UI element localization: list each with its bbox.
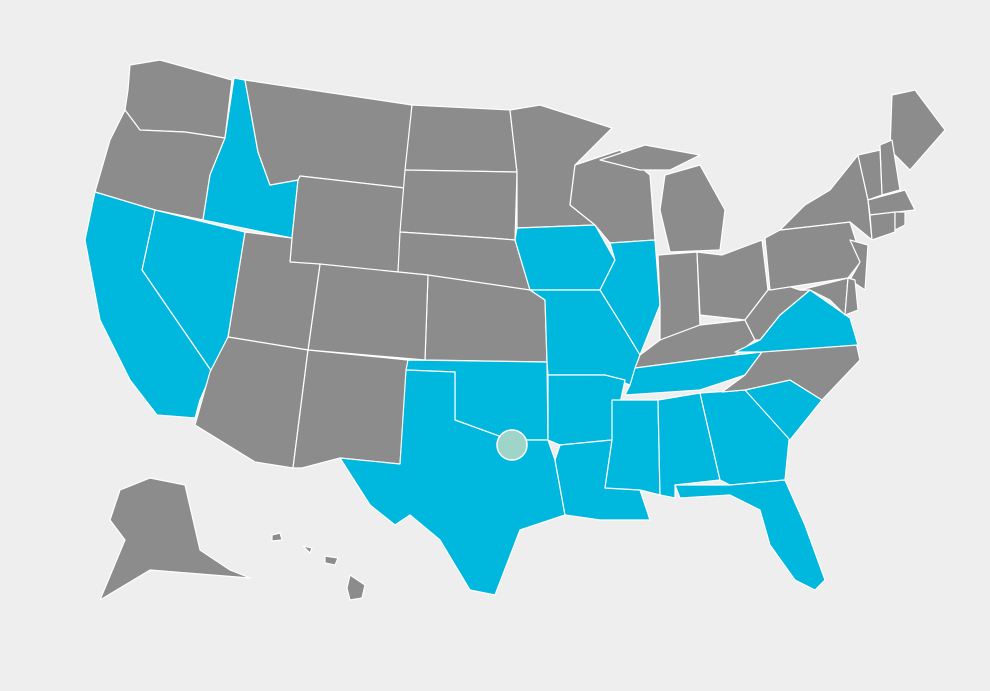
state-hi[interactable] bbox=[346, 574, 366, 601]
state-ct[interactable] bbox=[869, 211, 896, 241]
state-hi[interactable] bbox=[271, 532, 283, 542]
state-ca[interactable] bbox=[84, 191, 213, 419]
state-md[interactable] bbox=[799, 277, 849, 316]
state-de[interactable] bbox=[844, 277, 859, 316]
state-hi[interactable] bbox=[302, 545, 313, 554]
states-layer bbox=[84, 59, 946, 601]
state-fl[interactable] bbox=[674, 479, 826, 591]
state-wy[interactable] bbox=[289, 175, 406, 273]
state-vt[interactable] bbox=[857, 149, 883, 201]
state-sd[interactable] bbox=[399, 169, 518, 241]
state-nc[interactable] bbox=[721, 337, 861, 401]
state-tn[interactable] bbox=[624, 351, 763, 396]
state-nj[interactable] bbox=[849, 239, 869, 291]
state-wa[interactable] bbox=[124, 59, 233, 139]
location-marker[interactable] bbox=[496, 429, 528, 461]
state-mi[interactable] bbox=[599, 144, 701, 171]
state-nm[interactable] bbox=[292, 349, 409, 469]
state-ms[interactable] bbox=[604, 399, 661, 496]
state-ak[interactable] bbox=[99, 477, 251, 601]
state-mi[interactable] bbox=[659, 164, 726, 253]
state-hi[interactable] bbox=[324, 555, 339, 566]
state-nd[interactable] bbox=[404, 104, 518, 173]
state-il[interactable] bbox=[599, 239, 661, 356]
state-ia[interactable] bbox=[514, 224, 616, 291]
state-mt[interactable] bbox=[244, 79, 413, 189]
state-co[interactable] bbox=[307, 263, 429, 361]
state-tx[interactable] bbox=[339, 369, 566, 596]
state-me[interactable] bbox=[889, 89, 946, 171]
state-ri[interactable] bbox=[894, 211, 906, 231]
state-ma[interactable] bbox=[867, 189, 916, 216]
